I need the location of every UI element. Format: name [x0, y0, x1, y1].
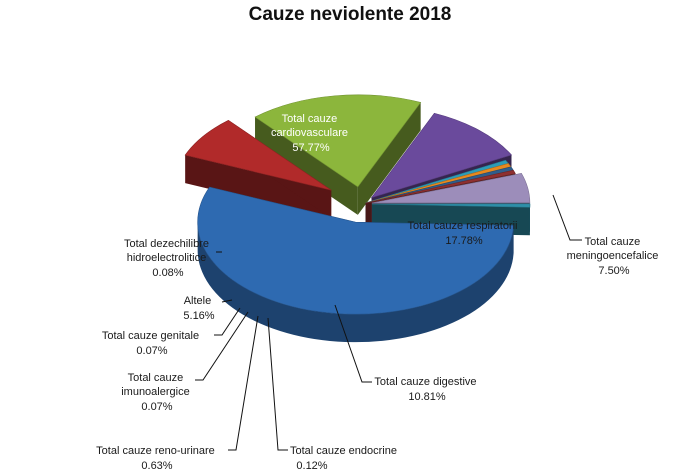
leader-line-endocrine [267, 317, 288, 451]
data-label-endocrine: Total cauze endocrine 0.12% [290, 445, 400, 472]
pie-slice-genitale-top [365, 169, 516, 204]
leader-line-altele [221, 299, 233, 303]
pie-slice-cardiovasculare [197, 186, 514, 343]
data-label-meningoencefalice-value: 7.50% [598, 265, 629, 277]
slices-layer [184, 94, 531, 343]
pie-slice-respiratorii-wall-1 [357, 102, 421, 215]
data-label-reno-urinare-name: Total cauze reno-urinare [96, 445, 215, 457]
leader-lines [195, 194, 582, 451]
data-label-cardiovasculare-line2: cardiovasculare [271, 127, 348, 139]
pie-slice-meningoencefalice-wall-0 [185, 155, 332, 219]
data-label-cardiovasculare: Total cauze cardiovasculare 57.77% [271, 113, 351, 154]
data-label-meningoencefalice-line1: Total cauze [585, 236, 641, 248]
data-label-imunoalergice-line2: imunoalergice [121, 386, 189, 398]
pie-slice-respiratorii [254, 94, 422, 215]
data-label-altele-name: Altele [184, 295, 212, 307]
data-label-imunoalergice: Total cauze imunoalergice 0.07% [121, 372, 193, 413]
data-label-cardiovasculare-line1: Total cauze [282, 113, 338, 125]
leader-line-genitale [214, 307, 241, 336]
data-label-digestive: Total cauze digestive 10.81% [374, 376, 479, 403]
leader-line-digestive [334, 304, 372, 383]
leader-line-imunoalergice [195, 311, 249, 381]
data-label-reno-urinare: Total cauze reno-urinare 0.63% [96, 445, 218, 472]
pie-slice-respiratorii-wall-0 [255, 116, 358, 215]
data-label-digestive-name: Total cauze digestive [374, 376, 476, 388]
data-label-reno-urinare-value: 0.63% [141, 460, 172, 472]
data-label-respiratorii: Total cauze respiratorii 17.78% [407, 220, 520, 247]
chart-title: Cauze neviolente 2018 [248, 4, 452, 25]
data-label-genitale: Total cauze genitale 0.07% [102, 330, 202, 357]
data-label-dezechilibre: Total dezechilibre hidroelectrolitice 0.… [124, 238, 212, 279]
data-label-cardiovasculare-value: 57.77% [292, 142, 330, 154]
data-label-digestive-value: 10.81% [408, 391, 446, 403]
data-label-imunoalergice-value: 0.07% [141, 401, 172, 413]
data-label-meningoencefalice: Total cauze meningoencefalice 7.50% [567, 236, 662, 277]
pie-slice-digestive-top [370, 112, 513, 199]
data-label-altele: Altele 5.16% [183, 295, 214, 322]
pie-slice-altele-top [371, 173, 531, 204]
pie-slice-cardiovasculare-side-0 [197, 222, 514, 343]
pie-slice-meningoencefalice-top [184, 119, 332, 191]
data-label-respiratorii-name: Total cauze respiratorii [407, 220, 517, 232]
data-label-respiratorii-value: 17.78% [445, 235, 483, 247]
leader-line-meningoencefalice [552, 194, 582, 241]
pie-slice-meningoencefalice [184, 119, 332, 219]
data-label-genitale-name: Total cauze genitale [102, 330, 199, 342]
data-label-dezechilibre-value: 0.08% [152, 267, 183, 279]
data-label-imunoalergice-line1: Total cauze [128, 372, 184, 384]
data-label-endocrine-value: 0.12% [296, 460, 327, 472]
data-label-endocrine-name: Total cauze endocrine [290, 445, 397, 457]
pie-slice-cardiovasculare-top [197, 186, 514, 315]
data-label-dezechilibre-line1: Total dezechilibre [124, 238, 209, 250]
pie-slice-respiratorii-top [254, 94, 422, 188]
data-label-meningoencefalice-line2: meningoencefalice [567, 250, 659, 262]
data-label-altele-value: 5.16% [183, 310, 214, 322]
pie-slice-dezechilibre-top [371, 203, 531, 208]
leader-line-reno-urinare [228, 315, 259, 451]
data-label-dezechilibre-line2: hidroelectrolitice [127, 252, 206, 264]
data-label-genitale-value: 0.07% [136, 345, 167, 357]
